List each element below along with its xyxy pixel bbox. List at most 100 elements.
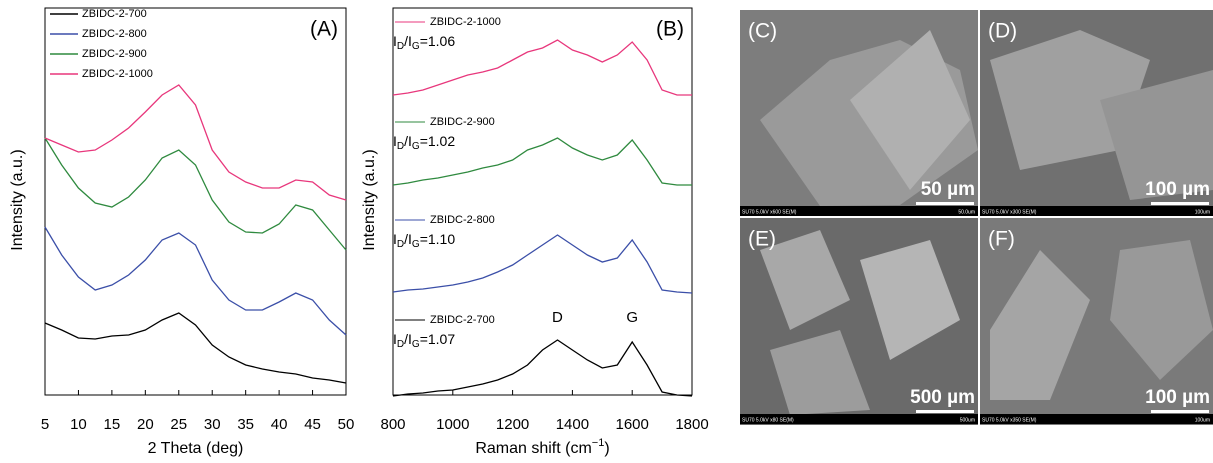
flake xyxy=(1110,240,1213,380)
ratio-part: I xyxy=(393,331,397,347)
ratio-part: I xyxy=(393,33,397,49)
x-axis-label-part: ) xyxy=(604,440,609,457)
x-tick-label: 10 xyxy=(70,416,87,433)
series-label: ZBIDC-2-700 xyxy=(430,314,495,326)
flake xyxy=(1100,70,1213,200)
x-tick-label: 1400 xyxy=(556,416,589,433)
series-line xyxy=(392,234,693,294)
ratio-part: G xyxy=(412,141,420,152)
x-tick-label: 1600 xyxy=(616,416,649,433)
ratio-label: ID/IG=1.10 xyxy=(393,231,455,250)
ratio-part: = xyxy=(420,331,428,347)
series-line xyxy=(392,137,692,186)
info-strip xyxy=(740,414,978,424)
ratio-part: /I xyxy=(404,231,412,247)
scale-bar xyxy=(916,202,974,205)
ratio-label: ID/IG=1.07 xyxy=(393,331,455,350)
scale-bar xyxy=(916,410,974,413)
scale-label: 50 µm xyxy=(921,179,975,200)
series-line xyxy=(44,84,347,201)
flake xyxy=(850,30,970,190)
info-strip xyxy=(980,414,1213,424)
peak-label: D xyxy=(552,309,563,326)
legend-label: ZBIDC-2-1000 xyxy=(82,68,153,80)
peak-label: G xyxy=(626,309,638,326)
image-label: (C) xyxy=(748,20,777,43)
ratio-part: G xyxy=(412,339,420,350)
x-tick-label: 35 xyxy=(237,416,254,433)
info-text: SU70 5.0kV x350 SE(M) xyxy=(982,417,1037,423)
ratio-value: 1.02 xyxy=(428,133,455,149)
series-line xyxy=(44,312,347,384)
frame-b xyxy=(392,7,693,396)
flake xyxy=(760,230,850,330)
info-text: SU70 5.0kV x80 SE(M) xyxy=(742,417,794,423)
flake xyxy=(860,240,960,360)
flake xyxy=(770,330,870,415)
ratio-part: /I xyxy=(404,133,412,149)
ratio-part: D xyxy=(397,141,404,152)
x-axis-label: 2 Theta (deg) xyxy=(148,440,244,457)
x-tick-label: 1000 xyxy=(436,416,469,433)
ratio-value: 1.06 xyxy=(428,33,455,49)
y-axis-label: Intensity (a.u.) xyxy=(9,149,26,250)
ratio-part: = xyxy=(420,33,428,49)
ratio-part: = xyxy=(420,231,428,247)
ratio-label: ID/IG=1.02 xyxy=(393,133,455,152)
x-axis-label: Raman shift (cm−1) xyxy=(475,437,609,457)
series-label: ZBIDC-2-900 xyxy=(430,116,495,128)
ratio-part: I xyxy=(393,133,397,149)
x-tick-label: 5 xyxy=(41,416,49,433)
image-label: (E) xyxy=(748,228,776,251)
legend-label: ZBIDC-2-800 xyxy=(82,28,147,40)
legend-label: ZBIDC-2-900 xyxy=(82,48,147,60)
series-label: ZBIDC-2-1000 xyxy=(430,16,501,28)
panel-label: (A) xyxy=(310,18,338,41)
ratio-value: 1.07 xyxy=(428,331,455,347)
legend-label: ZBIDC-2-700 xyxy=(82,8,147,20)
x-tick-label: 30 xyxy=(204,416,221,433)
panel-label: (B) xyxy=(656,18,684,41)
x-tick-label: 20 xyxy=(137,416,154,433)
info-strip xyxy=(740,206,978,216)
x-tick-label: 800 xyxy=(380,416,405,433)
ratio-part: /I xyxy=(404,331,412,347)
info-bar: 100um xyxy=(1195,417,1210,423)
x-tick-label: 50 xyxy=(338,416,355,433)
x-tick-label: 45 xyxy=(304,416,321,433)
ratio-part: D xyxy=(397,339,404,350)
scale-label: 100 µm xyxy=(1145,179,1210,200)
ratio-part: /I xyxy=(404,33,412,49)
ratio-part: G xyxy=(412,239,420,250)
info-text: SU70 5.0kV x600 SE(M) xyxy=(742,209,797,215)
series-line xyxy=(392,339,693,397)
flake xyxy=(990,250,1090,400)
scale-bar xyxy=(1151,410,1209,413)
ratio-part: G xyxy=(412,41,420,52)
info-bar: 500um xyxy=(960,417,975,423)
ratio-part: D xyxy=(397,41,404,52)
series-line xyxy=(44,226,347,336)
series-line xyxy=(392,39,692,96)
x-axis-label-part: −1 xyxy=(592,437,605,449)
ratio-label: ID/IG=1.06 xyxy=(393,33,455,52)
ratio-part: = xyxy=(420,133,428,149)
x-tick-label: 25 xyxy=(170,416,187,433)
image-label: (F) xyxy=(988,228,1015,251)
series-line xyxy=(44,137,347,251)
scale-label: 100 µm xyxy=(1145,387,1210,408)
x-axis-label-part: Raman shift (cm xyxy=(475,440,591,457)
micrographs: (C) SU70 5.0kV x600 SE(M) 50.0um 50 µm (D) SU… xyxy=(740,10,1213,425)
ratio-value: 1.10 xyxy=(428,231,455,247)
frame-a xyxy=(44,7,347,396)
y-axis-label: Intensity (a.u.) xyxy=(361,149,378,250)
x-tick-label: 40 xyxy=(271,416,288,433)
info-strip xyxy=(980,206,1213,216)
image-label: (D) xyxy=(988,20,1017,43)
info-bar: 100um xyxy=(1195,209,1210,215)
series-label: ZBIDC-2-800 xyxy=(430,214,495,226)
scale-label: 500 µm xyxy=(910,387,975,408)
x-tick-label: 1800 xyxy=(675,416,708,433)
x-tick-label: 15 xyxy=(104,416,121,433)
